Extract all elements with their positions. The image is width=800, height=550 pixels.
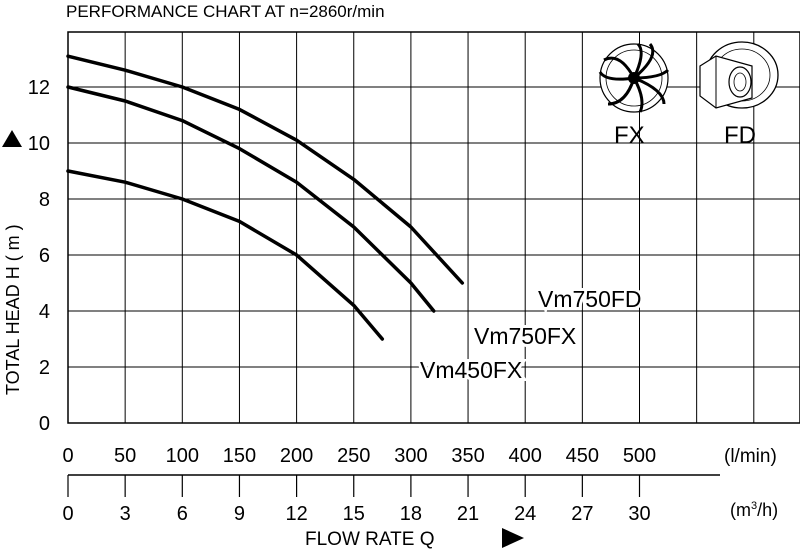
- x-tick-label: 250: [337, 445, 370, 467]
- chart-title: PERFORMANCE CHART AT n=2860r/min: [66, 2, 385, 21]
- secondary-tick-label: 30: [628, 503, 650, 525]
- x-tick-label: 150: [223, 445, 256, 467]
- impeller-fx-icon: [598, 42, 670, 113]
- curve-label-vm750fx: Vm750FX: [474, 323, 576, 349]
- x-tick-label: 450: [566, 445, 599, 467]
- curve-label-vm450fx: Vm450FX: [420, 357, 522, 383]
- x-axis-label: FLOW RATE Q: [305, 529, 434, 550]
- x-tick-label: 400: [509, 445, 542, 467]
- secondary-axis-unit: (m3/h): [730, 500, 778, 520]
- y-tick-label: 12: [28, 77, 50, 99]
- secondary-tick-label: 21: [457, 503, 479, 525]
- y-tick-label: 0: [39, 413, 50, 435]
- y-tick-label: 10: [28, 133, 50, 155]
- impeller-fx-label: FX: [614, 122, 645, 149]
- impeller-fd-label: FD: [724, 122, 756, 149]
- secondary-tick-label: 0: [62, 503, 73, 525]
- y-tick-label: 2: [39, 357, 50, 379]
- impeller-fd-icon: [699, 41, 779, 109]
- secondary-tick-labels: 0 3 6 9 12 15 18 21 24 27 30: [62, 475, 651, 525]
- plot-frame: [67, 31, 800, 424]
- secondary-tick-label: 12: [285, 503, 307, 525]
- secondary-tick-label: 18: [400, 503, 422, 525]
- secondary-tick-label: 6: [177, 503, 188, 525]
- y-tick-label: 6: [39, 245, 50, 267]
- x-tick-label: 50: [114, 445, 136, 467]
- curve-vm450fx: [66, 169, 385, 341]
- x-tick-label: 100: [166, 445, 199, 467]
- secondary-tick-label: 3: [120, 503, 131, 525]
- y-axis-arrow-icon: [2, 130, 22, 147]
- curve-vm750fd: [66, 54, 465, 285]
- curves: [66, 54, 465, 341]
- curve-labels: Vm750FD Vm750FX Vm450FX: [417, 283, 645, 386]
- x-tick-labels: 0 50 100 150 200 250 300 350 400 450 500: [62, 445, 656, 467]
- y-axis-label: TOTAL HEAD H ( m ): [3, 224, 23, 395]
- x-tick-label: 300: [394, 445, 427, 467]
- x-tick-label: 350: [451, 445, 484, 467]
- secondary-tick-label: 27: [571, 503, 593, 525]
- y-tick-labels: 0 2 4 6 8 10 12: [28, 77, 50, 435]
- curve-vm750fx: [66, 85, 436, 313]
- x-tick-label: 200: [280, 445, 313, 467]
- y-tick-label: 8: [39, 189, 50, 211]
- x-tick-label: 0: [62, 445, 73, 467]
- secondary-tick-label: 24: [514, 503, 536, 525]
- secondary-tick-label: 9: [234, 503, 245, 525]
- curve-label-vm750fd: Vm750FD: [538, 286, 642, 312]
- x-tick-label: 500: [623, 445, 656, 467]
- y-tick-label: 4: [39, 301, 50, 323]
- x-axis-unit: (l/min): [724, 446, 777, 467]
- secondary-tick-label: 15: [343, 503, 365, 525]
- x-axis-arrow-icon: [502, 528, 524, 548]
